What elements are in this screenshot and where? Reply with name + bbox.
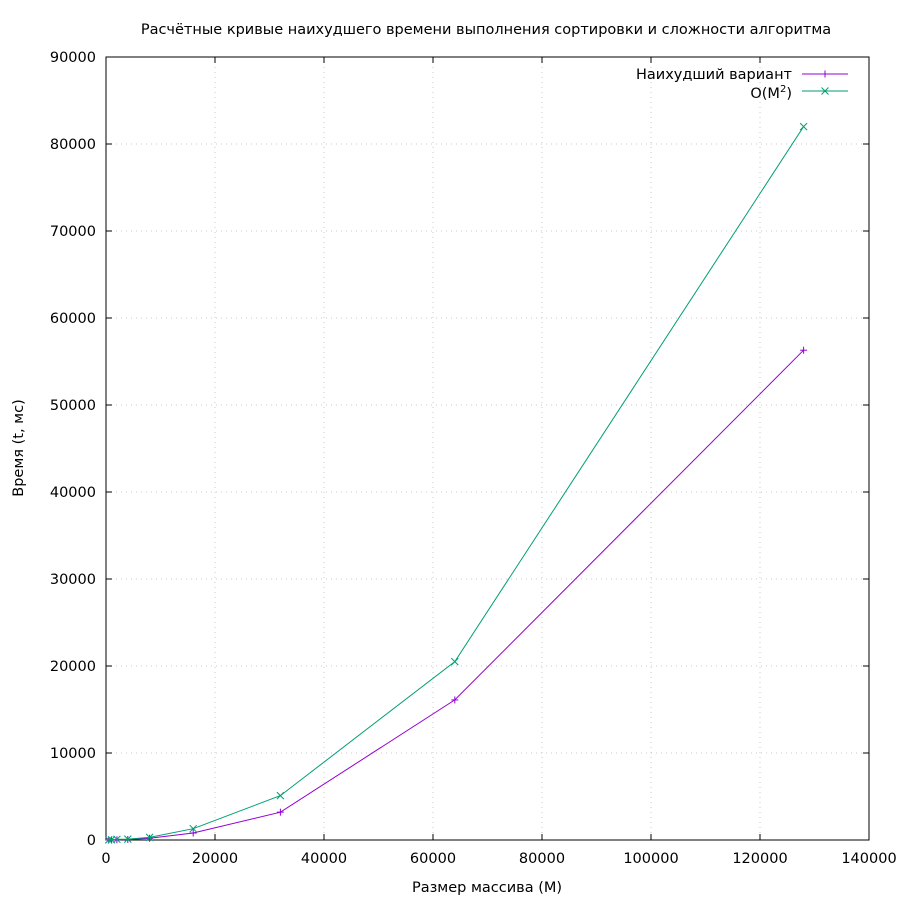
x-tick-label: 80000	[519, 851, 565, 867]
series-layer	[104, 122, 808, 844]
series-1-point	[104, 836, 113, 844]
y-tick-label: 50000	[50, 398, 96, 414]
grid-layer	[106, 57, 869, 840]
series-0-point	[146, 834, 154, 842]
series-0-point	[276, 808, 284, 816]
y-tick-label: 30000	[50, 572, 96, 588]
series-1-point	[450, 657, 459, 666]
series-1-point	[123, 835, 132, 843]
x-tick-label: 0	[101, 851, 110, 867]
x-axis-label: Размер массива (M)	[412, 880, 562, 896]
y-tick-label: 10000	[50, 746, 96, 762]
series-1-point	[189, 824, 198, 833]
chart-title: Расчётные кривые наихудшего времени выпо…	[141, 22, 831, 38]
legend-label-worst-case: Наихудший вариант	[636, 67, 793, 83]
y-tick-label: 40000	[50, 485, 96, 501]
series-0-point	[451, 696, 459, 704]
series-1-point	[113, 835, 121, 844]
y-tick-label: 20000	[50, 659, 96, 675]
tick-layer: 0 20000 40000 60000 80000 100000 120000 140000 0…	[50, 50, 897, 867]
series-1-point	[799, 122, 808, 131]
legend-label-complexity-sup: 2	[780, 84, 786, 95]
legend-marker-1	[821, 87, 829, 95]
x-tick-label: 140000	[841, 851, 896, 867]
series-0-point	[800, 346, 808, 354]
legend: Наихудший вариант O(M2)	[636, 67, 848, 102]
plot-frame	[105, 56, 870, 841]
x-tick-label: 100000	[623, 851, 678, 867]
series-line-1	[108, 126, 805, 841]
y-axis-label: Время (t, мс)	[11, 399, 27, 496]
legend-marker-0	[821, 70, 829, 78]
x-tick-label: 20000	[192, 851, 238, 867]
y-tick-label: 70000	[50, 224, 96, 240]
y-tick-label: 80000	[50, 137, 96, 153]
x-tick-label: 40000	[301, 851, 347, 867]
y-tick-label: 0	[87, 833, 96, 849]
y-tick-label: 60000	[50, 311, 96, 327]
legend-label-complexity-base: O(M	[750, 86, 780, 102]
x-tick-label: 60000	[410, 851, 456, 867]
series-line-0	[108, 349, 804, 841]
legend-label-complexity-end: )	[786, 86, 792, 102]
series-0-point	[189, 829, 197, 837]
legend-label-complexity: O(M2)	[750, 84, 792, 102]
series-1-point	[276, 791, 285, 800]
y-tick-label: 90000	[50, 50, 96, 66]
series-1-point	[145, 833, 154, 842]
x-tick-label: 120000	[732, 851, 787, 867]
